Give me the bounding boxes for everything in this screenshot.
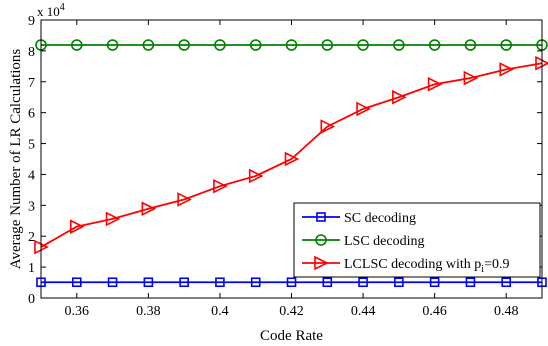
data-point <box>285 39 298 51</box>
data-point <box>356 101 371 117</box>
data-point <box>321 39 334 51</box>
x-tick-label: 0.42 <box>279 304 304 319</box>
y-axis-ticks: 0 1 2 3 4 5 6 7 8 9 <box>28 14 542 307</box>
data-point <box>214 39 226 51</box>
data-point <box>250 277 261 288</box>
data-point <box>463 70 479 86</box>
data-point <box>429 277 440 288</box>
data-point <box>427 76 443 92</box>
data-point <box>465 277 476 288</box>
data-point <box>179 277 189 288</box>
data-point <box>107 277 118 288</box>
legend-marker <box>316 212 326 222</box>
data-point <box>500 39 513 51</box>
y-tick-label: 5 <box>28 138 35 153</box>
x-tick-label: 0.4 <box>211 304 229 319</box>
series-triangle-right <box>34 55 548 255</box>
data-point <box>464 39 477 51</box>
y-tick-label: 3 <box>28 199 35 214</box>
x-tick-label: 0.44 <box>351 304 376 319</box>
legend-entry: LCLSC decoding with pi=0.9 <box>302 255 509 275</box>
legend-entry: SC decoding <box>302 211 416 226</box>
data-point <box>428 39 441 51</box>
data-point <box>394 277 404 288</box>
data-point <box>143 277 154 288</box>
y-tick-label: 4 <box>28 168 35 183</box>
x-axis-ticks: 0.36 0.38 0.4 0.42 0.44 0.46 0.48 <box>65 20 519 319</box>
data-point <box>141 201 157 217</box>
x-tick-label: 0.38 <box>136 304 161 319</box>
data-point <box>71 277 82 288</box>
data-point <box>177 192 192 207</box>
x-tick-label: 0.36 <box>65 304 90 319</box>
legend-label: LCLSC decoding with pi=0.9 <box>344 257 509 275</box>
series-square <box>36 277 547 288</box>
y-tick-label: 0 <box>28 292 35 307</box>
y-axis-exponent: x 104 <box>37 2 65 19</box>
y-axis-label: Average Number of LR Calculations <box>8 49 24 270</box>
data-point <box>106 39 119 51</box>
data-point <box>392 89 407 105</box>
data-point <box>499 62 515 77</box>
data-point <box>501 277 512 288</box>
y-tick-label: 8 <box>28 45 35 60</box>
data-point <box>70 39 83 51</box>
legend-label: SC decoding <box>344 211 416 226</box>
y-tick-label: 9 <box>28 14 35 29</box>
data-point <box>215 277 225 288</box>
data-point <box>213 178 228 194</box>
data-point <box>284 151 300 167</box>
data-point <box>393 39 405 51</box>
legend-marker <box>314 255 329 271</box>
data-point <box>357 39 369 51</box>
data-point <box>248 168 264 184</box>
y-tick-label: 1 <box>28 261 35 276</box>
y-tick-label: 6 <box>28 107 35 122</box>
y-exponent-power: 4 <box>60 2 65 13</box>
y-exponent-base: x 10 <box>37 4 60 19</box>
y-tick-label: 7 <box>28 76 35 91</box>
data-point <box>286 277 297 288</box>
data-point <box>142 39 155 51</box>
x-axis-label: Code Rate <box>260 328 323 344</box>
legend: SC decoding LSC decoding LCLSC decoding wi… <box>293 202 541 278</box>
data-point <box>358 277 368 288</box>
x-tick-label: 0.48 <box>494 304 519 319</box>
y-tick-label: 2 <box>28 230 35 245</box>
data-point <box>69 219 85 234</box>
data-point <box>322 277 333 288</box>
legend-marker <box>315 234 327 246</box>
data-point <box>320 119 336 134</box>
legend-entry: LSC decoding <box>302 234 425 249</box>
data-point <box>178 39 190 51</box>
legend-entries: SC decoding LSC decoding LCLSC decoding wi… <box>302 211 509 275</box>
x-tick-label: 0.46 <box>422 304 447 319</box>
data-point <box>249 39 262 51</box>
data-point <box>105 211 121 227</box>
legend-label: LSC decoding <box>344 234 425 249</box>
series-line <box>40 62 543 248</box>
